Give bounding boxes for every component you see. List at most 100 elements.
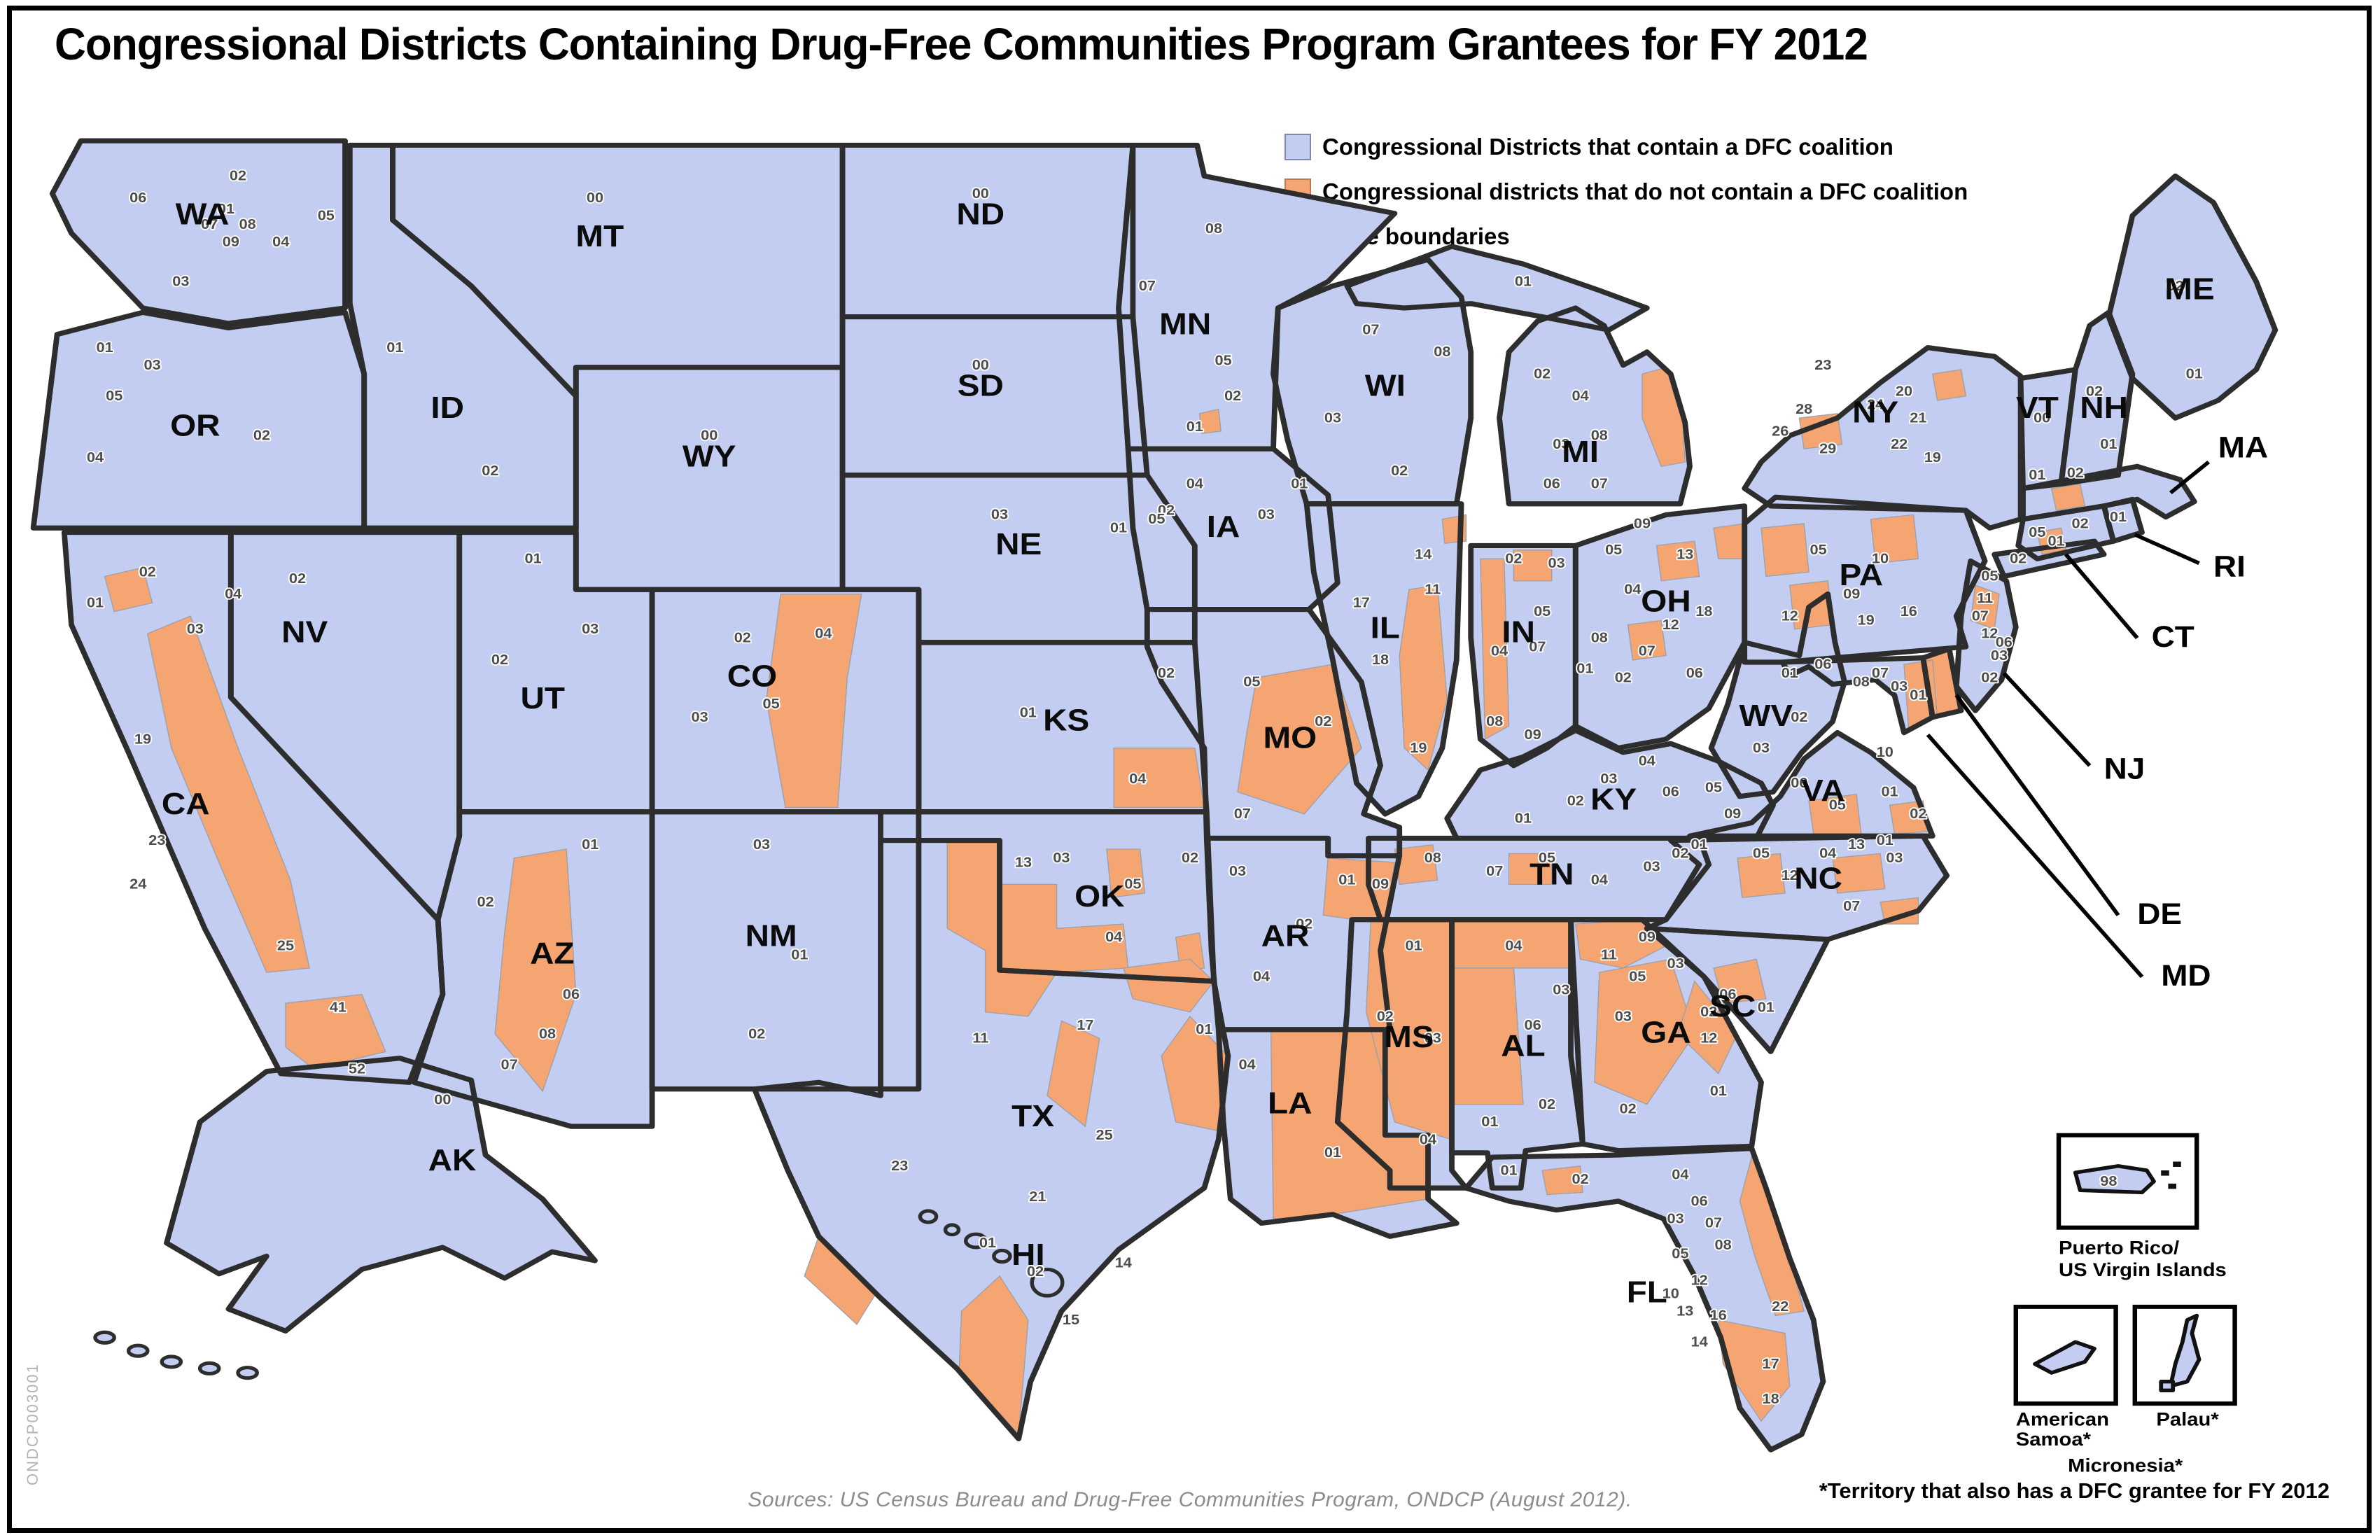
district-orange-patch — [1870, 514, 1919, 564]
callout-line-nj — [2002, 671, 2092, 767]
district-label-ny-23: 23 — [1814, 358, 1831, 373]
district-label-ca-52: 52 — [349, 1061, 365, 1077]
district-label-il-14: 14 — [1415, 547, 1432, 562]
district-label-al-02: 02 — [1539, 1097, 1555, 1112]
district-label-al-01: 01 — [1481, 1114, 1499, 1130]
district-label-sc-06: 06 — [1719, 987, 1736, 1002]
district-label-md-07: 07 — [1872, 666, 1889, 681]
district-label-nh-01: 01 — [2100, 437, 2118, 452]
district-label-ma-02: 02 — [2067, 465, 2084, 481]
district-orange-patch — [1106, 848, 1146, 899]
district-orange-patch — [1198, 408, 1222, 434]
district-label-ca-03: 03 — [187, 622, 204, 637]
legend-label: Congressional districts that do not cont… — [1322, 178, 1968, 204]
district-label-oh-09: 09 — [1634, 516, 1651, 531]
state-label-nh: NH — [2080, 391, 2128, 425]
district-label-ne-03: 03 — [991, 507, 1008, 522]
district-label-wa-03: 03 — [172, 274, 189, 289]
district-label-oh-02: 02 — [1615, 670, 1632, 685]
district-label-ca-04: 04 — [225, 587, 242, 602]
district-label-ca-25: 25 — [277, 938, 295, 953]
district-label-ny-22: 22 — [1891, 437, 1907, 452]
state-label-mo: MO — [1263, 720, 1317, 755]
district-orange-patch — [1656, 540, 1700, 582]
puerto-rico-shape — [2073, 1164, 2156, 1195]
district-label-ar-03: 03 — [1229, 864, 1246, 879]
state-label-tx: TX — [1011, 1099, 1054, 1133]
state-label-fl: FL — [1627, 1275, 1667, 1309]
district-label-ct-02: 02 — [2072, 516, 2089, 531]
callout-line-ma — [2169, 460, 2211, 495]
district-label-in-09: 09 — [1525, 727, 1541, 743]
state-label-ut: UT — [520, 681, 564, 715]
district-label-ia-04: 04 — [1186, 476, 1204, 491]
district-label-id-02: 02 — [482, 463, 498, 479]
callout-label-ct: CT — [2152, 621, 2194, 654]
district-label-wv-01: 01 — [1782, 666, 1799, 681]
district-label-co-05: 05 — [763, 696, 780, 712]
district-label-ky-04: 04 — [1639, 753, 1656, 769]
district-label-tx-15: 15 — [1063, 1312, 1080, 1328]
state-label-pa: PA — [1840, 558, 1884, 592]
district-label-az-08: 08 — [539, 1026, 556, 1042]
state-label-mt: MT — [575, 219, 624, 253]
callout-line-md — [1926, 734, 2144, 979]
district-label-il-19: 19 — [1410, 741, 1427, 756]
callout-label-ma: MA — [2218, 431, 2268, 464]
district-orange-patch — [1508, 853, 1553, 886]
district-label-fl-08: 08 — [1715, 1238, 1732, 1253]
district-label-in-03: 03 — [1548, 556, 1565, 571]
district-label-wa-07: 07 — [201, 217, 218, 232]
state-label-sc: SC — [1709, 989, 1756, 1023]
inset-american-samoa: American Samoa* — [2013, 1304, 2118, 1450]
district-label-il-18: 18 — [1372, 652, 1389, 668]
district-label-ut-01: 01 — [525, 551, 542, 566]
district-label-nj-02: 02 — [1981, 670, 1998, 685]
district-label-ny-02: 02 — [2010, 551, 2026, 566]
state-label-al: AL — [1501, 1028, 1545, 1063]
district-label-az-06: 06 — [563, 987, 580, 1002]
state-label-ne: NE — [995, 527, 1042, 561]
district-label-oh-13: 13 — [1676, 547, 1693, 562]
state-label-sd: SD — [958, 368, 1004, 402]
state-label-ar: AR — [1261, 918, 1310, 953]
district-label-il-17: 17 — [1353, 595, 1370, 610]
district-label-in-04: 04 — [1491, 643, 1508, 659]
district-label-mo-02: 02 — [1315, 714, 1331, 729]
district-label-nm-01: 01 — [791, 947, 808, 962]
district-label-md-01: 01 — [1910, 687, 1927, 703]
state-label-wv: WV — [1739, 699, 1793, 733]
district-label-ia-05: 05 — [1148, 512, 1166, 527]
district-label-ky-01: 01 — [1515, 811, 1532, 826]
state-label-nv: NV — [281, 615, 328, 649]
district-label-co-03: 03 — [692, 710, 708, 725]
inset-label-puerto-rico-line2: US Virgin Islands — [2059, 1259, 2227, 1280]
district-orange-patch — [1932, 369, 1967, 401]
district-orange-patch — [1541, 1166, 1583, 1196]
district-label-fl-17: 17 — [1763, 1357, 1779, 1372]
district-label-pa-12: 12 — [1782, 608, 1798, 624]
district-label-ms-02: 02 — [1377, 1009, 1394, 1024]
district-label-wy-00: 00 — [701, 428, 718, 443]
district-label-ar-02: 02 — [1296, 916, 1312, 932]
state-label-tn: TN — [1530, 857, 1574, 891]
district-label-ga-02: 02 — [1620, 1101, 1637, 1116]
district-label-nj-05: 05 — [1981, 568, 1998, 584]
district-label-in-05: 05 — [1534, 604, 1551, 620]
state-label-id: ID — [430, 391, 464, 425]
state-label-or: OR — [170, 408, 220, 442]
district-label-fl-01: 01 — [1501, 1163, 1518, 1178]
district-label-me-02: 02 — [2167, 279, 2184, 294]
district-label-al-04: 04 — [1505, 938, 1522, 953]
district-label-nc-13: 13 — [1848, 837, 1865, 853]
district-label-ky-02: 02 — [1567, 793, 1584, 808]
district-label-oh-04: 04 — [1624, 582, 1642, 597]
district-label-ny-01: 01 — [2048, 533, 2066, 549]
district-label-nc-12: 12 — [1782, 868, 1798, 883]
district-label-oh-12: 12 — [1662, 617, 1679, 633]
district-label-tx-23: 23 — [891, 1158, 908, 1174]
state-label-hi: HI — [1011, 1238, 1045, 1272]
state-label-nc: NC — [1794, 861, 1842, 895]
district-label-ga-03: 03 — [1615, 1009, 1632, 1024]
